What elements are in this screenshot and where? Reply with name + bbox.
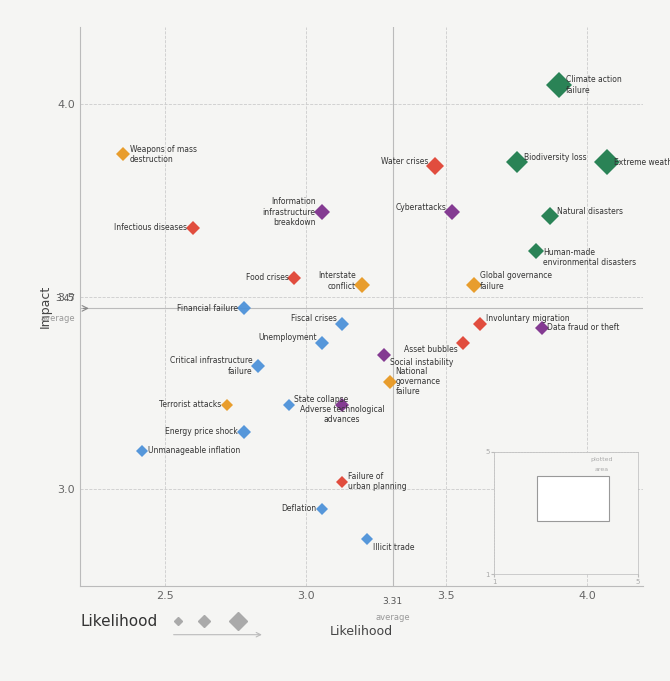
Text: average: average [40, 314, 75, 323]
Text: Food crises: Food crises [246, 273, 289, 282]
Text: Interstate
conflict: Interstate conflict [318, 272, 356, 291]
Text: Extreme weather: Extreme weather [614, 157, 670, 167]
Y-axis label: Impact: Impact [39, 285, 52, 328]
Text: Information
infrastructure
breakdown: Information infrastructure breakdown [263, 197, 316, 227]
Text: average: average [375, 613, 410, 622]
Text: Biodiversity loss: Biodiversity loss [523, 153, 586, 162]
Text: Financial failure: Financial failure [177, 304, 238, 313]
Text: Asset bubbles: Asset bubbles [404, 345, 458, 355]
Text: Illicit trade: Illicit trade [373, 543, 415, 552]
Text: Human-made
environmental disasters: Human-made environmental disasters [543, 248, 636, 267]
Text: Infectious diseases: Infectious diseases [115, 223, 188, 232]
Text: Energy price shock: Energy price shock [165, 427, 238, 436]
Text: Data fraud or theft: Data fraud or theft [547, 323, 620, 332]
Text: Social instability: Social instability [390, 358, 453, 368]
Text: Likelihood: Likelihood [330, 624, 393, 637]
Text: Unmanageable inflation: Unmanageable inflation [148, 446, 240, 456]
Text: Terrorist attacks: Terrorist attacks [159, 400, 221, 409]
Text: Critical infrastructure
failure: Critical infrastructure failure [170, 356, 252, 376]
Text: Climate action
failure: Climate action failure [565, 76, 622, 95]
Text: Weapons of mass
destruction: Weapons of mass destruction [129, 144, 196, 164]
Text: Likelihood: Likelihood [80, 614, 157, 629]
Text: Adverse technological
advances: Adverse technological advances [299, 405, 385, 424]
Text: Unemployment: Unemployment [258, 333, 317, 342]
Text: Cyberattacks: Cyberattacks [395, 204, 446, 212]
Text: National
governance
failure: National governance failure [395, 366, 440, 396]
Text: Natural disasters: Natural disasters [557, 207, 623, 217]
Text: Involuntary migration: Involuntary migration [486, 314, 570, 323]
Text: Global governance
failure: Global governance failure [480, 272, 552, 291]
Text: 3.47: 3.47 [55, 294, 75, 303]
Text: State collapse: State collapse [294, 394, 348, 404]
Text: Fiscal crises: Fiscal crises [291, 314, 336, 323]
Text: Water crises: Water crises [381, 157, 428, 166]
Text: Failure of
urban planning: Failure of urban planning [348, 472, 406, 492]
Text: Deflation: Deflation [281, 504, 317, 513]
Text: 3.31: 3.31 [383, 597, 403, 606]
